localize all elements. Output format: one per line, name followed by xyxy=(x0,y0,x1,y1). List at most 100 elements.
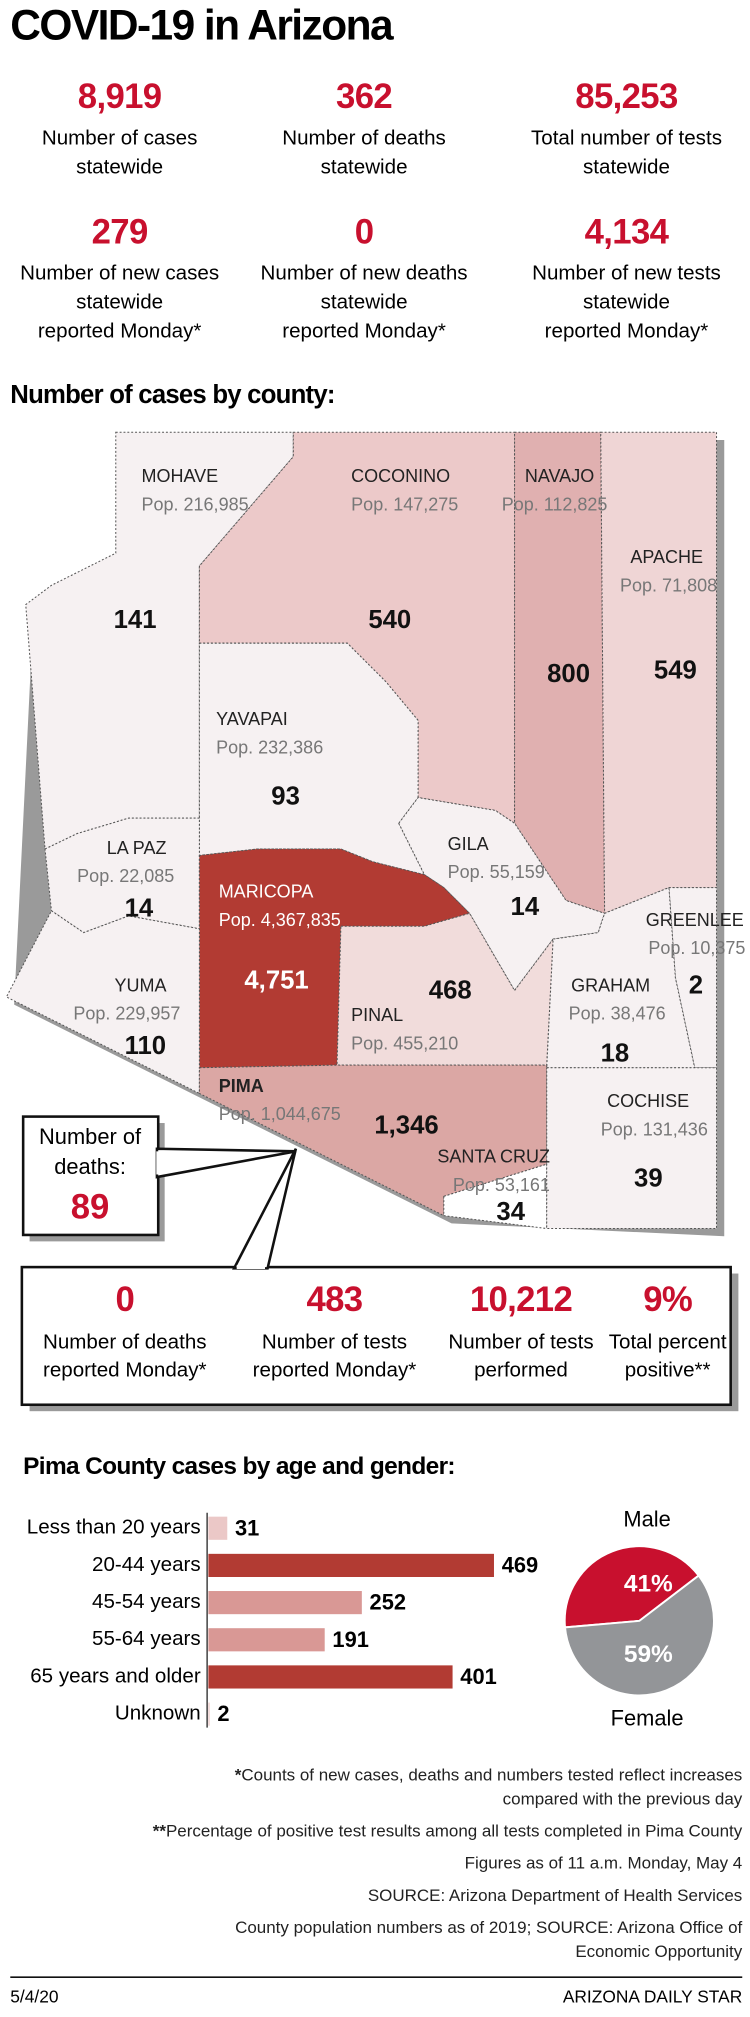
county-name: GRAHAM xyxy=(571,975,650,995)
stat-label: statewide xyxy=(321,155,408,178)
county-cases: 1,346 xyxy=(374,1112,438,1140)
note-text: Economic Opportunity xyxy=(575,1942,742,1961)
county-cases: 110 xyxy=(125,1032,167,1060)
stat-label: statewide xyxy=(76,155,163,178)
deaths-label: Number of xyxy=(39,1124,142,1149)
pima-stat-label: positive** xyxy=(625,1359,711,1382)
value-label: 401 xyxy=(460,1664,496,1689)
county-shape xyxy=(546,1067,718,1230)
value-label: 2 xyxy=(217,1701,229,1726)
stat-label: statewide xyxy=(321,290,408,313)
title: COVID-19 in Arizona xyxy=(10,2,394,49)
footer-credit: ARIZONA DAILY STAR xyxy=(563,1986,742,2006)
note: Economic Opportunity xyxy=(575,1942,742,1961)
county-cases: 800 xyxy=(547,660,590,688)
county-name: GILA xyxy=(448,834,489,854)
pima-stat-label: performed xyxy=(474,1359,568,1382)
category-label: 45-54 years xyxy=(92,1590,201,1613)
note: County population numbers as of 2019; SO… xyxy=(235,1918,742,1937)
county-name: APACHE xyxy=(630,547,703,567)
content: COVID-19 in Arizona 8,919 Number of cases s… xyxy=(5,2,745,2006)
pima-stat-label: reported Monday* xyxy=(43,1359,207,1382)
note: SOURCE: Arizona Department of Health Ser… xyxy=(368,1886,742,1905)
note: compared with the previous day xyxy=(503,1790,743,1809)
county-population: Pop. 131,436 xyxy=(601,1119,708,1139)
stat-value: 4,134 xyxy=(585,213,670,251)
pima-stat-value: 9% xyxy=(643,1281,692,1319)
value-label: 31 xyxy=(235,1515,259,1540)
category-label: Unknown xyxy=(115,1702,201,1725)
note-text: Percentage of positive test results amon… xyxy=(166,1822,743,1841)
stat-label: statewide xyxy=(583,155,670,178)
county-population: Pop. 53,161 xyxy=(453,1175,550,1195)
chart-title: Pima County cases by age and gender: xyxy=(23,1453,455,1480)
note: Figures as of 11 a.m. Monday, May 4 xyxy=(465,1854,743,1873)
slice-label: 41% xyxy=(624,1570,673,1597)
stat-label: reported Monday* xyxy=(38,319,202,342)
category-label: 65 years and older xyxy=(30,1664,201,1687)
county-name: YAVAPAI xyxy=(216,709,288,729)
county-population: Pop. 147,275 xyxy=(351,494,458,514)
stat-value: 362 xyxy=(336,78,392,116)
stat-label: statewide xyxy=(76,290,163,313)
deaths-box xyxy=(21,1115,160,1237)
stat-label: Number of new cases xyxy=(20,261,219,284)
pointer xyxy=(155,1147,297,1179)
stat-value: 0 xyxy=(355,213,374,251)
county-population: Pop. 10,375 xyxy=(648,938,745,958)
pie-slice xyxy=(563,1574,715,1697)
note-text: Figures as of 11 a.m. Monday, May 4 xyxy=(465,1854,743,1873)
county-cases: 468 xyxy=(429,977,472,1005)
stat-value: 8,919 xyxy=(78,78,162,116)
county-population: Pop. 55,159 xyxy=(448,862,545,882)
note-text: County population numbers as of 2019; SO… xyxy=(235,1918,742,1937)
county-name: GREENLEE xyxy=(646,910,744,930)
county-name: LA PAZ xyxy=(107,838,167,858)
bar xyxy=(208,1591,362,1615)
county-cases: 540 xyxy=(368,606,411,634)
stat-label: statewide xyxy=(583,290,670,313)
county-shape xyxy=(198,848,471,1069)
county-cases: 18 xyxy=(601,1040,630,1068)
county-population: Pop. 229,957 xyxy=(73,1004,180,1024)
pima-stat-label: Total percent xyxy=(609,1330,727,1353)
note: *Counts of new cases, deaths and numbers… xyxy=(235,1766,742,1785)
county-shape xyxy=(443,1163,548,1230)
pima-stat-label: reported Monday* xyxy=(253,1359,417,1382)
stat-label: Number of cases xyxy=(42,126,198,149)
bar xyxy=(208,1665,453,1689)
county-population: Pop. 455,210 xyxy=(351,1033,458,1053)
note-mark: ** xyxy=(153,1822,167,1841)
category-label: 20-44 years xyxy=(92,1553,201,1576)
stat-label: reported Monday* xyxy=(282,319,446,342)
note: **Percentage of positive test results am… xyxy=(153,1822,743,1841)
legend-label: Female xyxy=(611,1706,684,1731)
pima-stat-label: Number of deaths xyxy=(43,1330,207,1353)
county-population: Pop. 216,985 xyxy=(142,494,249,514)
county-cases: 14 xyxy=(125,894,154,922)
legend-label: Male xyxy=(623,1506,670,1531)
county-cases: 34 xyxy=(496,1198,525,1226)
county-name: COCONINO xyxy=(351,466,450,486)
county-cases: 4,751 xyxy=(244,966,308,994)
category-label: 55-64 years xyxy=(92,1627,201,1650)
county-population: Pop. 4,367,835 xyxy=(219,910,341,930)
pie-slice xyxy=(563,1545,700,1629)
stat-label: Number of new deaths xyxy=(261,261,468,284)
county-cases: 93 xyxy=(271,782,300,810)
pima-stat-label: Number of tests xyxy=(262,1330,407,1353)
county-population: Pop. 1,044,675 xyxy=(219,1104,341,1124)
county-name: MOHAVE xyxy=(142,466,219,486)
stat-label: reported Monday* xyxy=(545,319,709,342)
bar xyxy=(208,1553,494,1577)
pima-stat-label: Number of tests xyxy=(448,1330,593,1353)
deaths-label: deaths: xyxy=(54,1154,126,1179)
county-population: Pop. 112,825 xyxy=(502,494,608,514)
stat-label: Number of new tests xyxy=(532,261,721,284)
bar xyxy=(208,1628,325,1652)
county-cases: 141 xyxy=(114,606,157,634)
county-shape xyxy=(5,910,200,1095)
footer-date: 5/4/20 xyxy=(10,1986,58,2006)
bar xyxy=(208,1516,228,1540)
